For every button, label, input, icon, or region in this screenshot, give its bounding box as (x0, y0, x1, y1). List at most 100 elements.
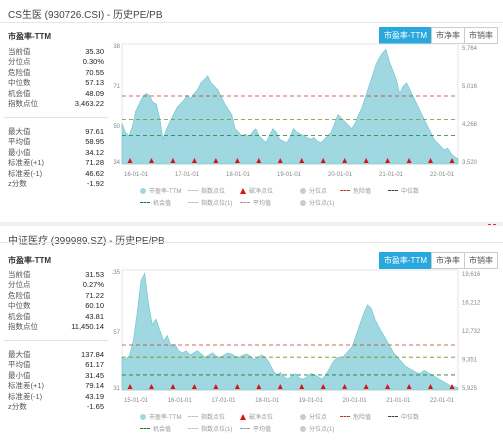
trigger-marker (148, 158, 154, 163)
stat-value: 79.14 (85, 381, 104, 391)
stat-label: 最小值 (8, 370, 31, 380)
stat-value: 61.17 (85, 360, 104, 370)
legend-label: 中位数 (401, 415, 420, 421)
y-tick-label: 50 (113, 124, 120, 130)
stat-label: 中位数 (8, 301, 31, 311)
circle-icon (140, 413, 146, 420)
stats-current: 当前值 35.30 分位点 0.30% 危险值 70.55 中位数 57.13 机会值 48.09… (8, 47, 104, 109)
trigger-marker (170, 384, 176, 389)
tab-ps[interactable]: 市销率 (464, 27, 498, 44)
legend-percentile-1[interactable]: 分位点(1) (300, 424, 334, 433)
stat-value: -1.92 (86, 179, 104, 189)
stat-label: 中位数 (8, 78, 31, 88)
stat-row: 平均值 61.17 (8, 360, 104, 370)
trigger-marker (406, 158, 412, 163)
stat-value: 0.30% (82, 57, 104, 67)
stat-value: 43.19 (85, 391, 104, 401)
circle-icon (140, 187, 146, 194)
legend-chance[interactable]: 机会值 (140, 424, 171, 433)
stat-row: 最小值 34.12 (8, 148, 104, 158)
stat-value: 48.09 (85, 88, 104, 98)
y-tick-label: 38 (113, 44, 120, 50)
legend-percentile[interactable]: 分位点 (300, 186, 327, 195)
danger-line-marker (488, 224, 496, 225)
y2-tick-label: 5,925 (462, 386, 478, 392)
trigger-marker (428, 158, 434, 163)
legend-label: 平均值 (253, 427, 272, 433)
stat-value: 11,450.14 (71, 322, 104, 332)
stat-label: 标准差(-1) (8, 168, 43, 178)
stat-row: 危险值 70.55 (8, 68, 104, 78)
legend-index-points-1[interactable]: 指数点位(1) (188, 424, 232, 433)
stat-label: 分位点 (8, 280, 31, 290)
legend-label: 危险值 (353, 189, 372, 195)
legend-index-points-1[interactable]: 指数点位(1) (188, 198, 232, 207)
stat-row: 当前值 31.53 (8, 270, 104, 280)
x-tick-label: 20-01-01 (328, 172, 353, 178)
legend-percentile-1[interactable]: 分位点(1) (300, 198, 334, 207)
stat-label: 最大值 (8, 127, 31, 136)
legend-pe-ttm[interactable]: 市盈率-TTM (140, 186, 181, 195)
panel-cs-biomed: CS生医 (930726.CSI) - 历史PE/PB 市盈率-TTM 市净率 … (0, 0, 503, 222)
legend-label: 危险值 (353, 415, 372, 421)
legend-danger[interactable]: 危险值 (340, 412, 371, 421)
y2-tick-label: 12,732 (462, 329, 481, 335)
y2-tick-label: 9,351 (462, 358, 478, 364)
x-tick-label: 17-01-01 (175, 172, 200, 178)
stat-row: z分数 -1.65 (8, 402, 104, 412)
dash-line-icon (388, 190, 398, 191)
legend-average[interactable]: 平均值 (240, 198, 271, 207)
pe-chart[interactable]: 135 57 31 19,616 16,212 12,732 9,351 5,925 15-01… (112, 264, 498, 404)
y2-tick-label: 5,764 (462, 46, 478, 52)
legend-danger[interactable]: 危险值 (340, 186, 371, 195)
legend-label: 机会值 (153, 201, 172, 207)
y-tick-label: 31 (113, 386, 120, 392)
stat-value: 71.28 (85, 158, 104, 168)
stat-value: 137.84 (81, 350, 104, 359)
legend-median[interactable]: 中位数 (388, 412, 419, 421)
circle-icon (300, 187, 306, 194)
legend-index-points[interactable]: 指数点位 (188, 412, 225, 421)
stat-label: 平均值 (8, 360, 31, 370)
legend-percentile[interactable]: 分位点 (300, 412, 327, 421)
stat-label: 最大值 (8, 350, 31, 359)
stat-label: z分数 (8, 179, 27, 189)
stat-label: 当前值 (8, 47, 31, 56)
legend-label: 机会值 (153, 427, 172, 433)
panel-separator (0, 222, 503, 226)
stat-label: z分数 (8, 402, 27, 412)
stat-row: 指数点位 11,450.14 (8, 322, 104, 332)
legend-break-points[interactable]: 破净点位 (240, 186, 273, 195)
dash-line-icon (188, 416, 198, 417)
trigger-marker (406, 384, 412, 389)
trigger-marker (385, 158, 391, 163)
x-tick-label: 20-01-01 (343, 398, 368, 404)
legend-chance[interactable]: 机会值 (140, 198, 171, 207)
x-tick-label: 22-01-01 (430, 398, 455, 404)
legend-average[interactable]: 平均值 (240, 424, 271, 433)
legend-break-points[interactable]: 破净点位 (240, 412, 273, 421)
legend-label: 分位点(1) (309, 427, 335, 433)
legend-pe-ttm[interactable]: 市盈率-TTM (140, 412, 181, 421)
stat-row: 标准差(-1) 43.19 (8, 392, 104, 402)
y2-tick-label: 5,016 (462, 84, 478, 90)
stat-row: 分位点 0.27% (8, 280, 104, 290)
stat-label: 机会值 (8, 88, 31, 98)
stat-row: 当前值 35.30 (8, 47, 104, 57)
legend-label: 指数点位(1) (201, 201, 233, 207)
stat-label: 最小值 (8, 147, 31, 157)
stat-value: 46.62 (85, 168, 104, 178)
pe-chart[interactable]: 38 71 50 34 5,764 5,016 4,268 3,520 16-01-01 17-0… (112, 38, 498, 178)
legend-index-points[interactable]: 指数点位 (188, 186, 225, 195)
legend-median[interactable]: 中位数 (388, 186, 419, 195)
legend-label: 中位数 (401, 189, 420, 195)
stat-label: 平均值 (8, 137, 31, 147)
stat-value: 35.30 (85, 47, 104, 56)
trigger-marker (363, 384, 369, 389)
stat-value: 97.61 (85, 127, 104, 136)
legend-label: 市盈率-TTM (149, 189, 182, 195)
triangle-icon (240, 187, 246, 194)
legend-label: 指数点位 (201, 415, 226, 421)
tab-ps[interactable]: 市销率 (464, 252, 498, 269)
y2-tick-label: 16,212 (462, 301, 481, 307)
